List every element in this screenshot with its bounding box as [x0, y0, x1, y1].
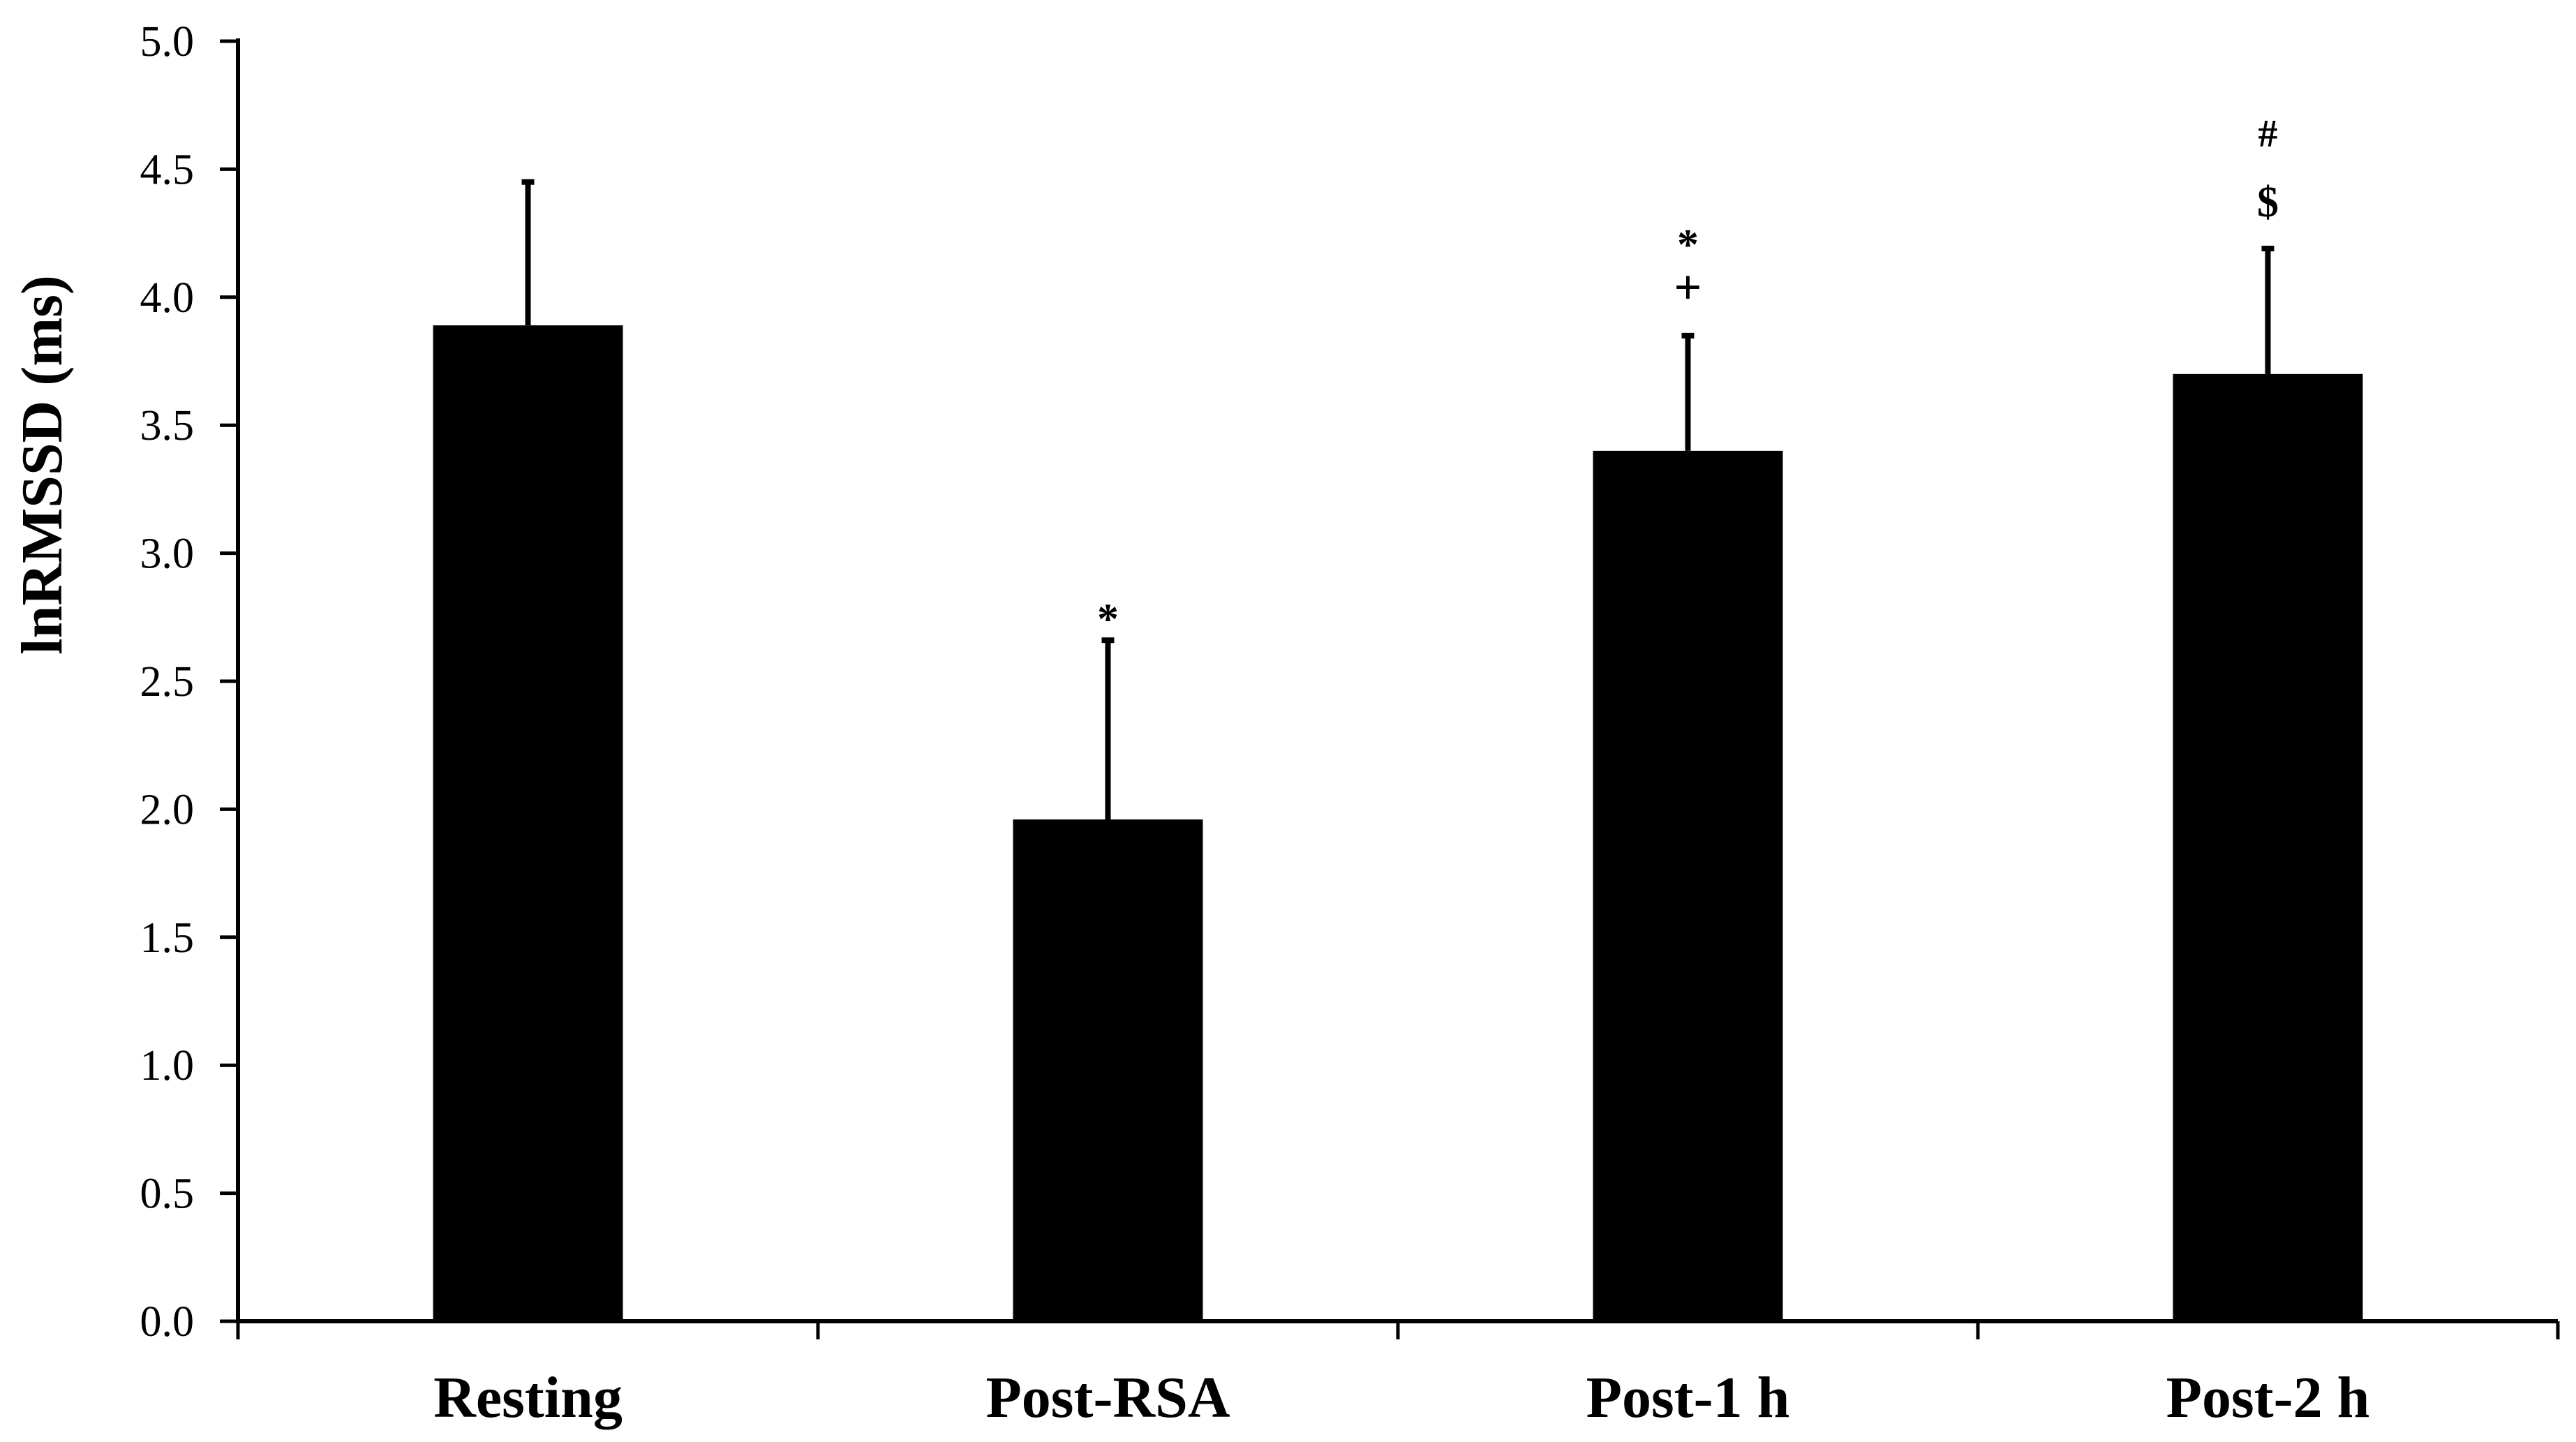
- bars: [433, 179, 2363, 1322]
- significance-marker: +: [1674, 261, 1702, 315]
- y-tick-label: 0.5: [140, 1170, 195, 1218]
- x-tick-label: Post-1 h: [1586, 1365, 1790, 1430]
- axes: [236, 38, 2560, 1339]
- x-axis-labels: Resting Post-RSA Post-1 h Post-2 h: [433, 1365, 2369, 1430]
- y-tick-label: 0.0: [140, 1298, 195, 1346]
- significance-annotations: *+*$#: [1097, 112, 2279, 643]
- y-tick-label: 3.5: [140, 402, 195, 449]
- significance-marker: #: [2258, 112, 2278, 156]
- y-tick-label: 3.0: [140, 530, 195, 578]
- x-tick-label: Post-RSA: [986, 1365, 1230, 1430]
- y-tick-label: 1.5: [140, 914, 195, 962]
- y-tick-label: 4.5: [140, 146, 195, 193]
- x-tick-label: Post-2 h: [2166, 1365, 2370, 1430]
- y-tick-label: 4.0: [140, 274, 195, 322]
- significance-marker: *: [1677, 221, 1699, 269]
- y-tick-label: 2.5: [140, 658, 195, 706]
- bar: [1593, 450, 1783, 1321]
- y-tick-label: 2.0: [140, 786, 195, 833]
- bar: [1013, 819, 1203, 1321]
- y-axis-title: lnRMSSD (ms): [10, 275, 75, 655]
- x-tick-label: Resting: [433, 1365, 623, 1430]
- y-tick-label: 1.0: [140, 1042, 195, 1090]
- bar: [2173, 373, 2363, 1321]
- y-tick-label: 5.0: [140, 18, 195, 66]
- bar: [433, 325, 623, 1322]
- significance-marker: $: [2257, 179, 2279, 226]
- y-axis-ticks: 0.0 0.5 1.0 1.5 2.0 2.5 3.0 3.5 4.0 4.5 5.0: [140, 18, 238, 1346]
- significance-marker: *: [1097, 595, 1119, 643]
